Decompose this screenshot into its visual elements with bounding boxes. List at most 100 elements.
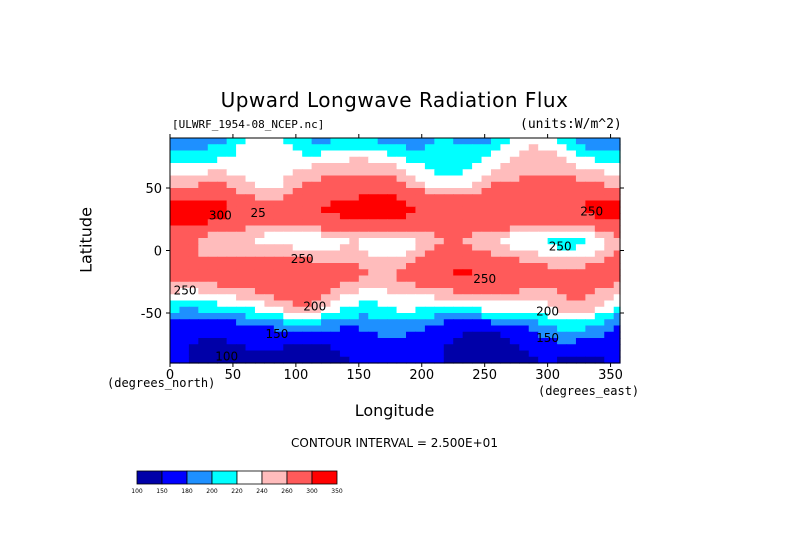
field-cell: [339, 181, 350, 189]
field-cell: [245, 150, 256, 158]
field-cell: [547, 263, 558, 270]
field-cell: [396, 156, 407, 164]
field-cell: [179, 238, 190, 245]
field-cell: [443, 231, 454, 239]
field-cell: [613, 206, 621, 214]
field-cell: [566, 188, 577, 195]
field-cell: [566, 263, 577, 270]
field-cell: [377, 256, 388, 264]
field-cell: [236, 144, 247, 152]
field-cell: [170, 350, 181, 358]
field-cell: [528, 306, 539, 314]
field-cell: [170, 275, 181, 283]
field-cell: [434, 319, 445, 327]
field-cell: [453, 194, 464, 202]
field-cell: [557, 256, 568, 264]
field-cell: [217, 206, 228, 214]
field-cell: [519, 181, 530, 189]
field-cell: [575, 344, 586, 352]
field-cell: [198, 269, 209, 277]
field-cell: [547, 169, 558, 177]
field-cell: [330, 150, 341, 158]
field-cell: [415, 350, 426, 358]
field-cell: [349, 306, 360, 314]
field-cell: [406, 156, 417, 164]
field-cell: [604, 281, 615, 289]
field-cell: [349, 244, 360, 252]
field-cell: [217, 144, 228, 152]
field-cell: [613, 325, 621, 333]
field-cell: [472, 313, 483, 320]
field-cell: [519, 306, 530, 314]
field-cell: [188, 281, 199, 289]
field-cell: [557, 331, 568, 339]
field-cell: [481, 219, 492, 227]
field-cell: [377, 200, 388, 208]
field-cell: [490, 206, 502, 214]
field-cell: [481, 256, 492, 264]
field-cell: [321, 325, 332, 333]
field-cell: [179, 156, 190, 164]
field-cell: [339, 288, 350, 295]
field-cell: [179, 319, 190, 327]
field-cell: [330, 144, 341, 152]
field-cell: [406, 169, 417, 177]
field-cell: [396, 356, 407, 364]
field-cell: [453, 344, 464, 352]
field-cell: [500, 181, 511, 189]
field-cell: [424, 306, 435, 314]
field-cell: [254, 200, 266, 208]
field-cell: [604, 169, 615, 177]
field-cell: [236, 169, 247, 177]
field-cell: [330, 238, 341, 245]
field-cell: [406, 344, 417, 352]
field-cell: [509, 269, 520, 277]
field-cell: [236, 238, 247, 245]
field-cell: [236, 175, 247, 183]
field-cell: [377, 344, 388, 352]
field-cell: [198, 206, 209, 214]
field-cell: [604, 200, 615, 208]
field-cell: [349, 213, 360, 220]
field-cell: [387, 144, 398, 152]
field-cell: [462, 256, 473, 264]
field-cell: [377, 225, 388, 233]
field-cell: [273, 225, 284, 233]
field-cell: [387, 263, 398, 270]
field-cell: [321, 275, 332, 283]
field-cell: [462, 269, 473, 277]
field-cell: [472, 306, 483, 314]
field-cell: [443, 175, 454, 183]
field-cell: [217, 256, 228, 264]
field-cell: [358, 231, 369, 239]
field-cell: [519, 175, 530, 183]
field-cell: [283, 181, 294, 189]
field-cell: [462, 231, 473, 239]
field-cell: [575, 163, 586, 170]
field-cell: [594, 275, 605, 283]
field-cell: [377, 169, 388, 177]
field-cell: [472, 206, 483, 214]
field-cell: [453, 300, 464, 308]
field-cell: [302, 313, 313, 320]
field-cell: [613, 319, 621, 327]
field-cell: [339, 344, 350, 352]
field-cell: [396, 175, 407, 183]
field-cell: [500, 219, 511, 227]
field-cell: [604, 319, 615, 327]
field-cell: [424, 269, 435, 277]
field-cell: [264, 250, 275, 258]
field-cell: [566, 281, 577, 289]
field-cell: [566, 319, 577, 327]
field-cell: [519, 275, 530, 283]
field-cell: [613, 275, 621, 283]
field-cell: [311, 188, 322, 195]
field-cell: [453, 325, 464, 333]
field-cell: [207, 238, 218, 245]
field-cell: [311, 169, 322, 177]
field-cell: [519, 219, 530, 227]
field-cell: [207, 156, 218, 164]
field-cell: [254, 169, 266, 177]
field-cell: [339, 150, 350, 158]
field-cell: [547, 356, 558, 364]
